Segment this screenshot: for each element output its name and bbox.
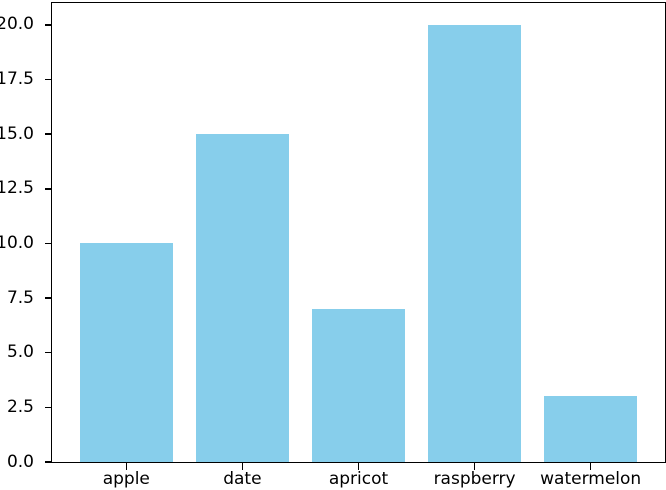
- x-tick-mark: [357, 462, 360, 470]
- x-tick-mark: [241, 462, 244, 470]
- y-tick-label: 5.0: [6, 342, 34, 363]
- x-tick-label: apricot: [328, 469, 389, 489]
- bar-watermelon: [544, 396, 638, 462]
- y-tick-mark: [44, 297, 51, 299]
- x-tick-mark: [589, 462, 592, 470]
- y-tick-mark: [44, 406, 51, 409]
- y-tick-mark: [44, 78, 51, 81]
- y-tick-label: 12.5: [0, 178, 34, 199]
- y-tick-mark: [44, 188, 51, 190]
- x-tick-label: apple: [102, 469, 150, 489]
- y-tick-label: 20.0: [0, 14, 34, 35]
- y-tick-label: 2.5: [6, 396, 34, 417]
- bar-apple: [79, 243, 173, 462]
- y-tick-mark: [44, 351, 51, 354]
- x-tick-label: raspberry: [433, 469, 516, 489]
- x-tick-label: watermelon: [540, 469, 642, 489]
- y-tick-mark: [44, 242, 51, 245]
- bar-date: [195, 134, 289, 462]
- y-tick-label: 17.5: [0, 69, 34, 89]
- x-tick-mark: [473, 462, 476, 470]
- x-tick-label: date: [223, 469, 262, 489]
- x-tick-mark: [125, 462, 128, 470]
- y-tick-label: 7.5: [6, 287, 34, 308]
- y-tick-label: 15.0: [0, 123, 34, 144]
- y-tick-label: 10.0: [0, 232, 34, 253]
- y-tick-mark: [44, 461, 51, 463]
- y-tick-mark: [44, 24, 51, 26]
- bar-apricot: [312, 309, 405, 462]
- y-tick-label: 0.0: [6, 451, 34, 472]
- y-tick-mark: [44, 133, 51, 135]
- bar-raspberry: [428, 24, 522, 462]
